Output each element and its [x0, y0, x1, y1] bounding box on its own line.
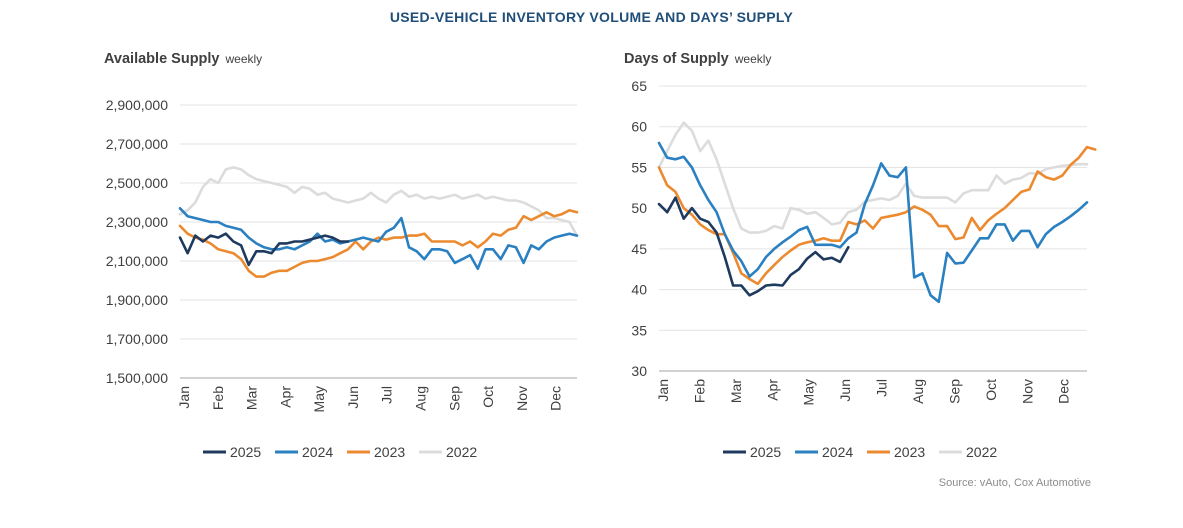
x-tick-label: Sep: [946, 379, 962, 404]
x-tick-label: Sep: [446, 386, 462, 411]
y-tick-label: 2,700,000: [106, 136, 168, 152]
x-tick-label: Mar: [728, 379, 744, 403]
y-tick-label: 50: [631, 200, 647, 216]
source-note: Source: vAuto, Cox Automotive: [938, 477, 1091, 489]
x-tick-label: Nov: [1019, 379, 1035, 404]
x-tick-label: Jul: [379, 386, 395, 404]
main-title: USED-VEHICLE INVENTORY VOLUME AND DAYS’ …: [389, 9, 794, 25]
left-chart-title-text: Available Supply: [104, 51, 220, 67]
x-tick-label: May: [801, 379, 817, 405]
left-chart-title: Available Supply weekly: [104, 51, 262, 67]
y-tick-label: 45: [631, 241, 647, 257]
series-line-2022: [657, 121, 1089, 234]
legend-label-2022: 2022: [966, 444, 997, 460]
x-tick-label: Jun: [345, 386, 361, 409]
x-tick-label: Nov: [514, 386, 530, 411]
series-line-2023: [178, 209, 579, 278]
x-tick-label: Jul: [874, 379, 890, 397]
x-tick-label: May: [311, 386, 327, 412]
y-tick-label: 65: [631, 78, 647, 94]
y-tick-label: 2,900,000: [106, 97, 168, 113]
y-tick-label: 35: [631, 322, 647, 338]
x-tick-label: Oct: [480, 386, 496, 408]
series-line-2025: [657, 196, 850, 297]
right-chart-title: Days of Supply weekly: [624, 51, 771, 67]
y-tick-label: 40: [631, 282, 647, 298]
x-tick-label: Aug: [412, 386, 428, 411]
legend-label-2023: 2023: [374, 444, 405, 460]
series-line-2022: [178, 166, 579, 237]
y-tick-label: 2,500,000: [106, 175, 168, 191]
x-tick-label: Jan: [655, 379, 671, 402]
x-tick-label: Dec: [1056, 379, 1072, 404]
x-tick-label: Apr: [277, 386, 293, 408]
right-chart-title-text: Days of Supply: [624, 51, 729, 67]
legend-label-2022: 2022: [446, 444, 477, 460]
x-tick-label: Feb: [210, 386, 226, 410]
x-tick-label: Apr: [764, 379, 780, 401]
y-tick-label: 1,500,000: [106, 370, 168, 386]
series-line-2025: [178, 232, 350, 267]
right-chart-subtitle: weekly: [734, 52, 772, 66]
x-tick-label: Oct: [983, 379, 999, 401]
legend-label-2024: 2024: [822, 444, 853, 460]
available-supply-plot: 2,900,000 2,700,000 2,500,000 2,300,000 2,10…: [106, 97, 579, 460]
left-chart-subtitle: weekly: [225, 52, 263, 66]
legend-label-2025: 2025: [750, 444, 781, 460]
legend-label-2024: 2024: [302, 444, 333, 460]
series-line-2024: [178, 207, 579, 271]
y-tick-label: 2,100,000: [106, 253, 168, 269]
y-tick-label: 30: [631, 363, 647, 379]
y-tick-label: 1,700,000: [106, 331, 168, 347]
x-tick-label: Aug: [910, 379, 926, 404]
y-tick-label: 55: [631, 159, 647, 175]
x-tick-label: Jun: [837, 379, 853, 402]
y-tick-label: 1,900,000: [106, 292, 168, 308]
series-line-2024: [657, 141, 1089, 304]
y-tick-label: 2,300,000: [106, 214, 168, 230]
x-tick-label: Dec: [548, 386, 564, 411]
days-of-supply-plot: 65 60 55 50 45 40 35 30 Jan Feb Mar Apr May Jun Jul Aug…: [631, 78, 1097, 460]
legend-label-2025: 2025: [230, 444, 261, 460]
x-tick-label: Jan: [176, 386, 192, 409]
x-tick-label: Mar: [244, 386, 260, 410]
y-tick-label: 60: [631, 119, 647, 135]
x-tick-label: Feb: [691, 379, 707, 403]
legend-label-2023: 2023: [894, 444, 925, 460]
